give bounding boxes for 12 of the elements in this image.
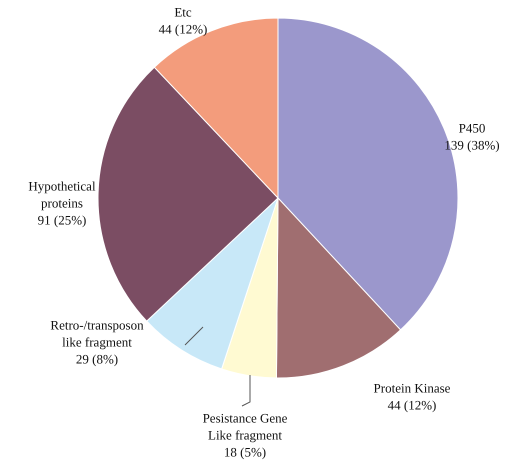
- slice-label: Protein Kinase: [374, 380, 451, 396]
- data-label: 139 (38%): [444, 138, 500, 153]
- slice-label: Pesistance Gene Like fragment: [202, 410, 288, 443]
- data-label: 44 (12%): [158, 22, 208, 37]
- data-label: 44 (12%): [388, 398, 436, 413]
- slice-label: Etc: [174, 4, 192, 20]
- slice-label: P450: [458, 120, 486, 136]
- slice-label: Hypothetical proteins: [28, 178, 96, 211]
- data-label: 29 (8%): [76, 352, 118, 367]
- data-label: 91 (25%): [38, 212, 86, 228]
- data-label: 18 (5%): [224, 444, 266, 460]
- slice-label: Retro-/transposon like fragment: [50, 318, 144, 350]
